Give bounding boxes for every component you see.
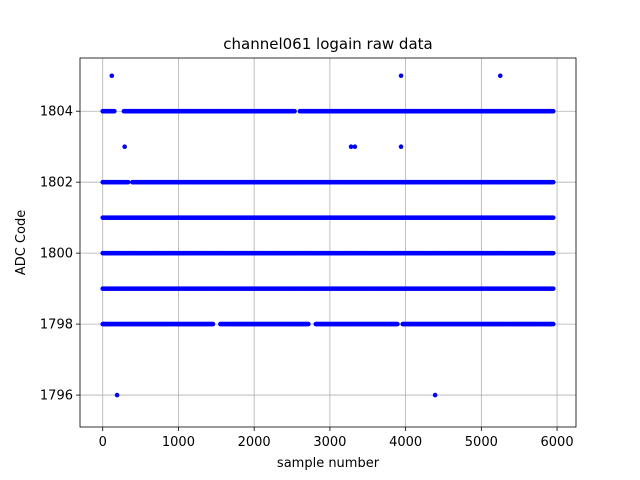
- data-points: [100, 73, 556, 398]
- x-tick-label: 2000: [238, 435, 271, 450]
- outlier-point: [432, 392, 438, 398]
- data-point: [550, 321, 556, 327]
- y-tick-label: 1798: [40, 318, 73, 333]
- x-tick-label: 5000: [465, 435, 498, 450]
- y-axis-ticks: 1796 1798 1800 1802 1804: [40, 105, 80, 404]
- outlier-point: [352, 144, 358, 149]
- point-band: [100, 108, 556, 114]
- point-band: [100, 321, 556, 327]
- data-point: [292, 108, 297, 114]
- data-point: [550, 286, 556, 291]
- outlier-point: [497, 73, 503, 79]
- outlier-point: [114, 392, 120, 398]
- outlier-point: [398, 144, 404, 149]
- data-point: [395, 321, 400, 327]
- point-band: [100, 286, 556, 291]
- data-point: [550, 215, 556, 220]
- y-tick-label: 1796: [40, 389, 73, 404]
- x-tick-label: 3000: [313, 435, 346, 450]
- x-tick-label: 4000: [389, 435, 422, 450]
- outlier-points: [109, 73, 503, 398]
- data-point: [112, 108, 117, 114]
- data-point: [125, 179, 131, 185]
- point-band: [100, 179, 556, 185]
- data-point: [550, 179, 556, 185]
- outlier-point: [109, 73, 115, 79]
- data-point: [550, 250, 556, 256]
- chart-title: channel061 logain raw data: [223, 35, 432, 53]
- x-tick-label: 0: [99, 435, 107, 450]
- y-tick-label: 1804: [40, 105, 73, 120]
- data-point: [306, 321, 311, 327]
- data-point: [210, 321, 216, 327]
- x-tick-label: 1000: [162, 435, 195, 450]
- outlier-point: [348, 144, 354, 149]
- outlier-point: [122, 144, 127, 149]
- point-band: [100, 215, 556, 220]
- y-tick-label: 1802: [40, 176, 73, 191]
- point-band: [100, 250, 556, 256]
- y-tick-label: 1800: [40, 247, 73, 262]
- x-axis-label: sample number: [277, 456, 380, 471]
- x-axis-ticks: 0 1000 2000 3000 4000 5000 6000: [99, 427, 574, 450]
- data-point: [550, 108, 556, 114]
- y-axis-label: ADC Code: [14, 210, 29, 275]
- outlier-point: [398, 73, 404, 79]
- x-tick-label: 6000: [541, 435, 574, 450]
- plot-frame: [79, 57, 577, 428]
